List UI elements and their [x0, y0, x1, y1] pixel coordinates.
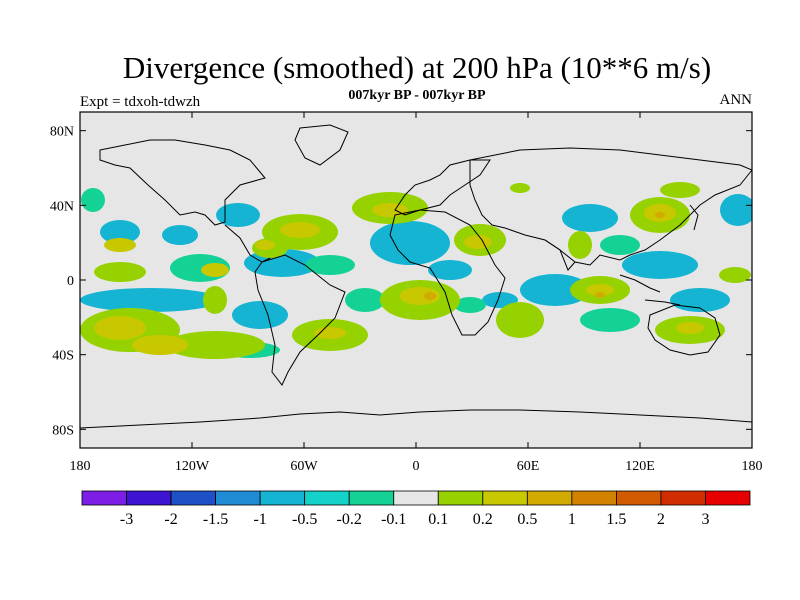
lon-tick-label: 60W	[290, 459, 318, 474]
colorbar-swatch	[81, 490, 127, 506]
colorbar-swatch	[437, 490, 484, 506]
colorbar-label: -0.5	[292, 511, 317, 528]
colorbar-swatch	[126, 490, 172, 506]
lon-tick-label: 120E	[625, 459, 655, 474]
colorbar-label: 1	[568, 511, 576, 528]
colorbar-label: 0.1	[428, 511, 448, 528]
chart-title: Divergence (smoothed) at 200 hPa (10**6 …	[122, 50, 712, 85]
colorbar-swatch	[215, 490, 261, 506]
axis-ticks: 80N 40N 0 40S 80S 180 120W 60W 0 60E 120E 180	[50, 112, 763, 474]
colorbar-label: 2	[657, 511, 665, 528]
experiment-label: Expt = tdxoh-tdwzh	[80, 94, 201, 110]
lat-tick-label: 40S	[52, 349, 74, 364]
lon-tick-label: 60E	[517, 459, 540, 474]
colorbar-swatch	[304, 490, 350, 506]
colorbar-swatch	[482, 490, 528, 506]
colorbar-swatch	[705, 490, 751, 506]
colorbar-label: -1	[253, 511, 266, 528]
lat-tick-label: 40N	[50, 199, 74, 214]
colorbar-swatch	[170, 490, 216, 506]
colorbar-label: 3	[701, 511, 709, 528]
lon-tick-label: 180	[742, 459, 763, 474]
colorbar-swatch	[526, 490, 573, 506]
colorbar-swatch	[571, 490, 617, 506]
colorbar-label: -0.2	[337, 511, 362, 528]
season-label: ANN	[719, 92, 753, 108]
colorbar-label: 1.5	[606, 511, 626, 528]
colorbar-label: -1.5	[203, 511, 228, 528]
colorbar-label: -0.1	[381, 511, 406, 528]
colorbar-swatch	[660, 490, 706, 506]
lon-tick-label: 120W	[175, 459, 210, 474]
colorbar-label: 0.2	[473, 511, 493, 528]
colorbar-label: -3	[120, 511, 133, 528]
colorbar-label: 0.5	[517, 511, 537, 528]
lon-tick-label: 180	[70, 459, 91, 474]
colorbar-swatch	[393, 490, 439, 506]
coastlines	[80, 124, 752, 429]
lat-tick-label: 80S	[52, 423, 74, 438]
colorbar-swatch	[259, 490, 306, 506]
colorbar-swatch	[348, 490, 395, 506]
contour-fills	[80, 182, 752, 359]
lat-tick-label: 0	[67, 274, 74, 289]
lon-tick-label: 0	[413, 459, 420, 474]
chart-subtitle: 007kyr BP - 007kyr BP	[348, 88, 486, 103]
colorbar-label: -2	[164, 511, 177, 528]
lat-tick-label: 80N	[50, 125, 74, 140]
colorbar-swatch	[616, 490, 662, 506]
